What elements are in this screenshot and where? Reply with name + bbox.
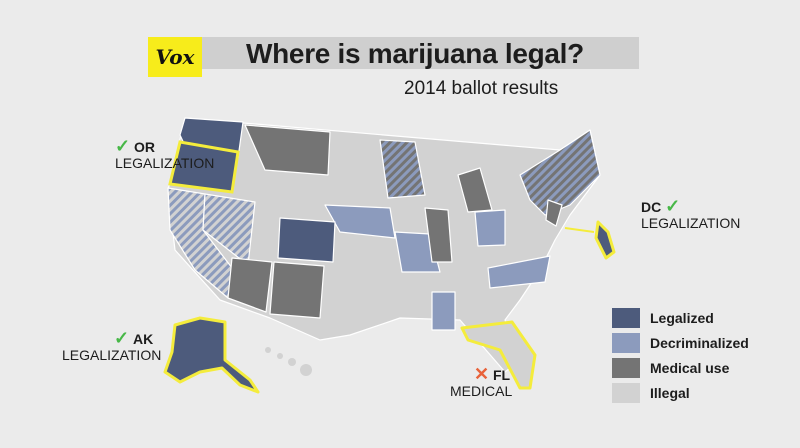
check-icon: ✓: [114, 328, 130, 348]
callout-or-state: OR: [133, 139, 155, 155]
legend-label-legalized: Legalized: [650, 309, 714, 326]
callout-ak: ✓ AK LEGALIZATION: [62, 328, 162, 363]
state-hi: [265, 347, 312, 376]
state-mt: [244, 124, 331, 176]
callout-dc-state: DC: [641, 199, 662, 215]
legend-swatch-medical: [612, 357, 640, 378]
state-ak: [163, 316, 260, 394]
legend-item-decriminalized: Decriminalized: [612, 332, 749, 353]
legend-label-decriminalized: Decriminalized: [650, 334, 749, 351]
map-legend: Legalized Decriminalized Medical use Ill…: [612, 307, 749, 407]
state-mn: [379, 139, 426, 199]
state-co: [277, 217, 336, 263]
legend-item-medical: Medical use: [612, 357, 749, 378]
vox-logo: Vox: [148, 37, 202, 77]
callout-fl-result: MEDICAL: [450, 383, 513, 399]
legend-label-medical: Medical use: [650, 359, 730, 376]
dc-connector: [564, 227, 595, 233]
callout-fl: ✕ FL MEDICAL: [450, 364, 513, 399]
state-oh: [474, 209, 506, 247]
brand-text: Vox: [155, 45, 195, 69]
callout-ak-result: LEGALIZATION: [62, 347, 162, 363]
callout-dc-result: LEGALIZATION: [641, 215, 741, 231]
state-nj: [545, 199, 563, 227]
callout-or: ✓ OR LEGALIZATION: [115, 136, 215, 171]
state-mi: [457, 167, 493, 213]
check-icon: ✓: [665, 196, 681, 216]
callout-dc: DC ✓ LEGALIZATION: [641, 196, 741, 231]
oregon-highlight: [168, 140, 240, 194]
title-bar: [202, 37, 639, 69]
state-dc: [594, 220, 616, 260]
page-subtitle: 2014 ballot results: [404, 78, 559, 99]
cross-icon: ✕: [474, 364, 490, 384]
check-icon: ✓: [115, 136, 131, 156]
state-az: [227, 257, 273, 313]
state-mo: [394, 231, 441, 273]
state-ms: [431, 291, 456, 331]
state-nm: [269, 261, 325, 319]
state-nc: [487, 255, 551, 289]
legend-item-illegal: Illegal: [612, 382, 749, 403]
callout-fl-state: FL: [492, 367, 511, 383]
legend-item-legalized: Legalized: [612, 307, 749, 328]
callout-or-result: LEGALIZATION: [115, 155, 215, 171]
legend-swatch-illegal: [612, 382, 640, 403]
legend-label-illegal: Illegal: [650, 384, 690, 401]
legend-swatch-legalized: [612, 307, 640, 328]
state-northeast: [519, 129, 601, 216]
state-il: [424, 207, 453, 263]
legend-swatch-decriminalized: [612, 332, 640, 353]
callout-ak-state: AK: [132, 331, 154, 347]
state-fl: [460, 320, 537, 390]
page-title: Where is marijuana legal?: [246, 38, 584, 69]
